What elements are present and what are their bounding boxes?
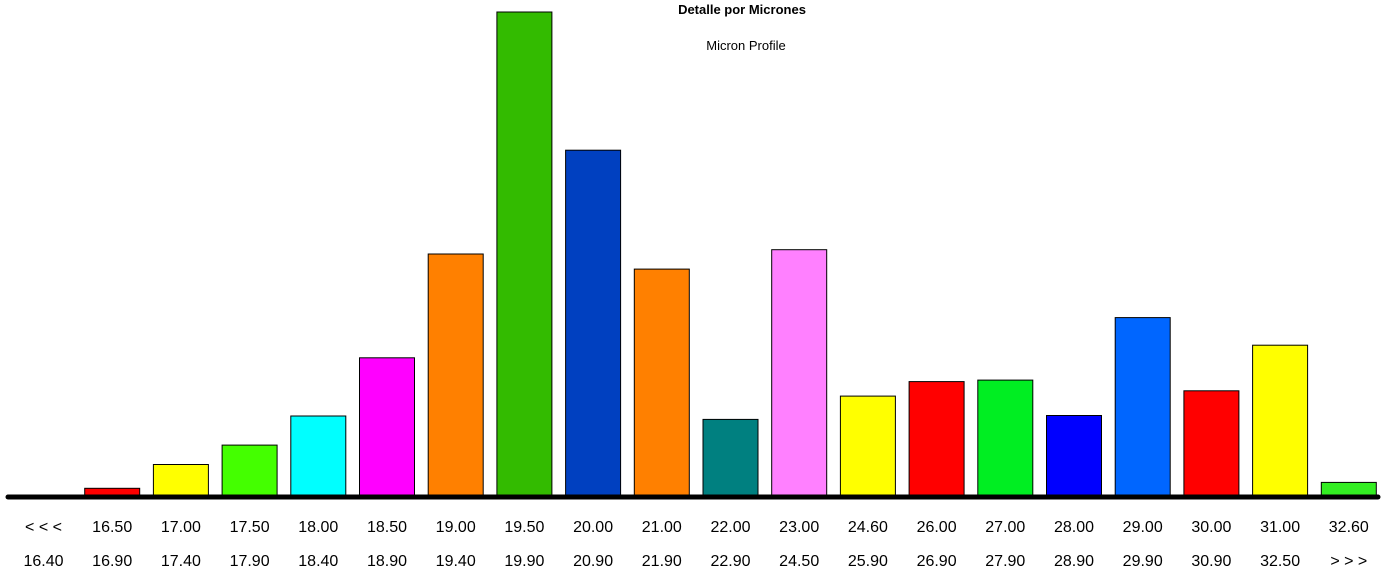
tick-labels-from: < < < 16.50 17.00 17.50 18.00 18.50 19.00 19.50… — [25, 519, 1369, 536]
tick-label-from-18: 31.00 — [1260, 519, 1300, 536]
tick-label-from-19: 32.60 — [1329, 519, 1369, 536]
tick-label-from-11: 23.00 — [779, 519, 819, 536]
tick-label-to-7: 19.90 — [504, 553, 544, 569]
tick-label-to-9: 21.90 — [642, 553, 682, 569]
tick-label-to-16: 29.90 — [1123, 553, 1163, 569]
tick-label-to-1: 16.90 — [92, 553, 132, 569]
tick-label-to-6: 19.40 — [436, 553, 476, 569]
tick-label-from-10: 22.00 — [710, 519, 750, 536]
tick-label-from-9: 21.00 — [642, 519, 682, 536]
tick-label-from-17: 30.00 — [1191, 519, 1231, 536]
tick-label-to-10: 22.90 — [710, 553, 750, 569]
bar-2 — [152, 464, 209, 498]
tick-label-from-4: 18.00 — [298, 519, 338, 536]
tick-label-from-3: 17.50 — [230, 519, 270, 536]
tick-label-to-15: 28.90 — [1054, 553, 1094, 569]
tick-label-from-0: < < < — [25, 519, 62, 536]
bar-4 — [290, 415, 347, 498]
tick-label-from-12: 24.60 — [848, 519, 888, 536]
bar-14 — [977, 379, 1034, 498]
tick-label-to-14: 27.90 — [985, 553, 1025, 569]
bar-6 — [427, 253, 484, 498]
bar-15 — [1046, 415, 1102, 498]
tick-label-from-16: 29.00 — [1123, 519, 1163, 536]
tick-label-to-4: 18.40 — [298, 553, 338, 569]
bars-group — [84, 11, 1377, 498]
tick-label-from-13: 26.00 — [917, 519, 957, 536]
chart-title: Detalle por Micrones — [678, 2, 806, 17]
bar-12 — [839, 395, 896, 498]
tick-label-from-7: 19.50 — [504, 519, 544, 536]
bar-3 — [221, 444, 278, 498]
chart-subtitle: Micron Profile — [706, 38, 785, 53]
tick-label-to-0: 16.40 — [23, 553, 63, 569]
tick-label-from-14: 27.00 — [985, 519, 1025, 536]
tick-label-from-6: 19.00 — [436, 519, 476, 536]
tick-label-from-1: 16.50 — [92, 519, 132, 536]
tick-label-from-15: 28.00 — [1054, 519, 1094, 536]
tick-label-to-2: 17.40 — [161, 553, 201, 569]
bar-11 — [771, 249, 828, 498]
bar-13 — [908, 381, 965, 498]
bar-8 — [565, 149, 622, 498]
tick-label-to-19: > > > — [1330, 553, 1367, 569]
tick-label-to-8: 20.90 — [573, 553, 613, 569]
bar-10 — [702, 418, 759, 498]
tick-label-to-5: 18.90 — [367, 553, 407, 569]
tick-label-from-2: 17.00 — [161, 519, 201, 536]
bar-17 — [1183, 390, 1240, 498]
tick-label-to-12: 25.90 — [848, 553, 888, 569]
tick-label-to-18: 32.50 — [1260, 553, 1300, 569]
bar-5 — [359, 357, 415, 498]
bar-7 — [496, 11, 553, 498]
bar-9 — [633, 268, 690, 498]
bar-18 — [1252, 344, 1309, 498]
tick-label-from-5: 18.50 — [367, 519, 407, 536]
tick-label-to-11: 24.50 — [779, 553, 819, 569]
tick-label-to-17: 30.90 — [1191, 553, 1231, 569]
tick-label-to-3: 17.90 — [230, 553, 270, 569]
tick-labels-to: 16.40 16.90 17.40 17.90 18.40 18.90 19.40 19.90… — [23, 553, 1367, 569]
tick-label-from-8: 20.00 — [573, 519, 613, 536]
bar-16 — [1114, 317, 1171, 498]
tick-label-to-13: 26.90 — [917, 553, 957, 569]
